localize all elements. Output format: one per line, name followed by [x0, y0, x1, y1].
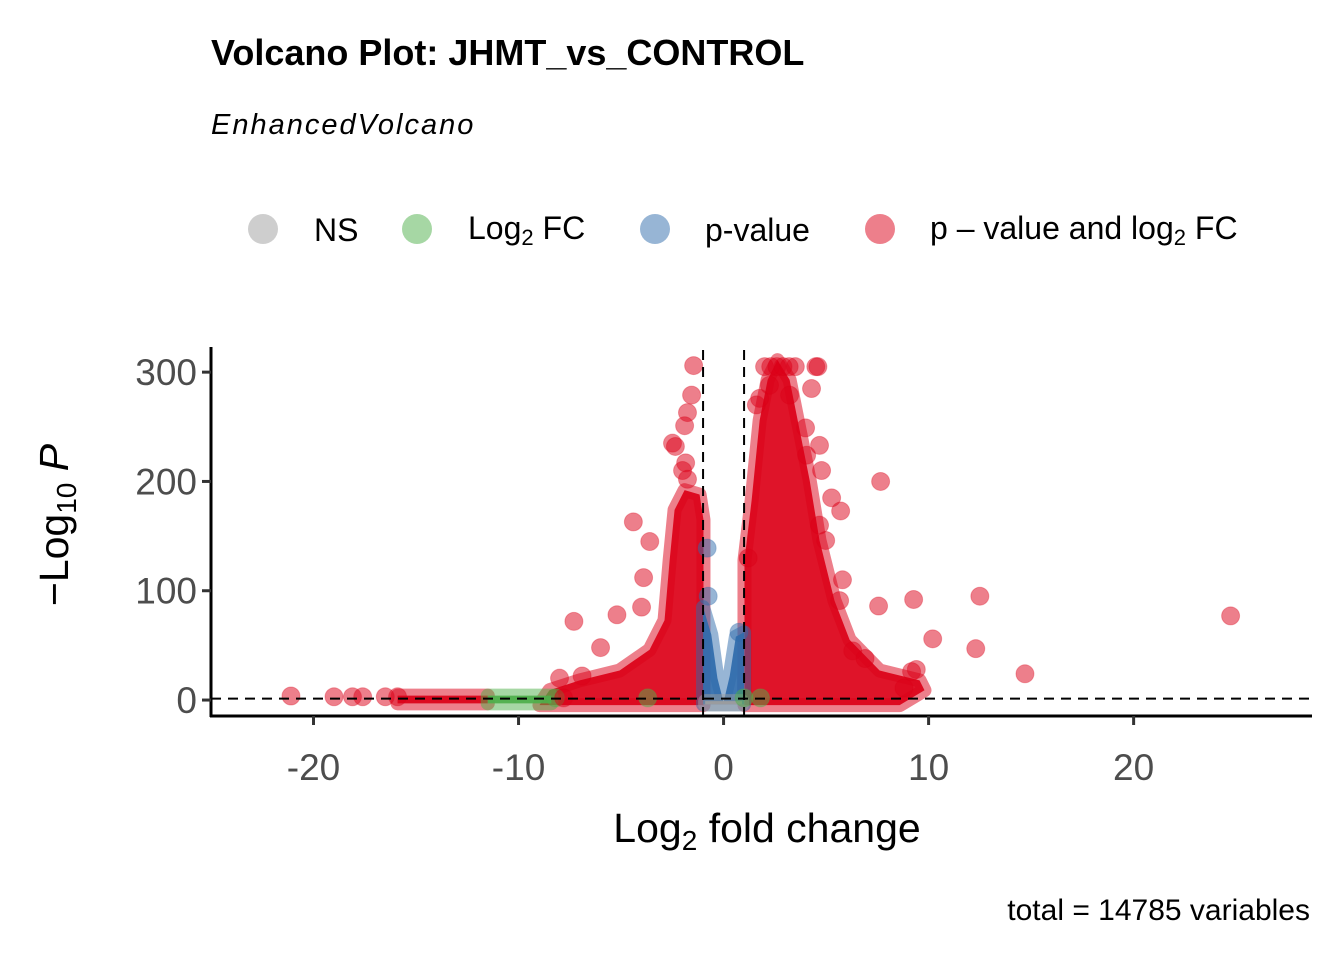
y-tick-label: 0: [176, 680, 197, 721]
data-point-pvalue-and-log2fc: [682, 385, 702, 405]
legend-label-pvalue: p-value: [705, 212, 810, 248]
legend-label-log2fc: Log2 FC: [468, 210, 585, 250]
legend-label-pvalue-and-log2fc: p – value and log2 FC: [930, 210, 1238, 250]
data-point-pvalue-and-log2fc: [810, 435, 830, 455]
data-point-pvalue: [697, 538, 717, 558]
data-point-pvalue-and-log2fc: [759, 375, 779, 395]
point-cloud-pvalue: [696, 600, 752, 712]
data-point-pvalue-and-log2fc: [831, 501, 851, 521]
x-tick-label: 10: [908, 747, 949, 788]
legend-label-ns: NS: [314, 212, 358, 248]
chart-subtitle: EnhancedVolcano: [211, 109, 475, 141]
data-point-pvalue-and-log2fc: [564, 611, 584, 631]
y-tick-label: 200: [135, 461, 197, 502]
data-point-pvalue-and-log2fc: [388, 687, 408, 707]
data-point-pvalue-and-log2fc: [591, 638, 611, 658]
data-point-pvalue-and-log2fc: [607, 605, 627, 625]
caption: total = 14785 variables: [1007, 894, 1310, 927]
data-point-pvalue-and-log2fc: [634, 568, 654, 588]
data-point-pvalue-and-log2fc: [353, 687, 373, 707]
data-point-pvalue-and-log2fc: [550, 668, 570, 688]
x-tick-label: 20: [1113, 747, 1154, 788]
x-tick-label: -10: [492, 747, 545, 788]
y-tick-label: 100: [135, 571, 197, 612]
data-point-pvalue-and-log2fc: [855, 649, 875, 669]
dense-point-clouds: [390, 353, 932, 713]
data-point-pvalue-and-log2fc: [830, 591, 850, 611]
data-point-pvalue-and-log2fc: [738, 548, 758, 568]
point-cloud-pvalue-and-log2fc: [737, 353, 932, 713]
data-point-pvalue-and-log2fc: [1221, 606, 1241, 626]
data-point-pvalue-and-log2fc: [684, 356, 704, 376]
data-point-pvalue-and-log2fc: [822, 488, 842, 508]
x-axis-label: Log2 fold change: [613, 805, 920, 856]
data-point-pvalue-and-log2fc: [780, 385, 800, 405]
data-point-pvalue-and-log2fc: [572, 666, 592, 686]
legend-marker-ns: [248, 214, 278, 244]
data-point-pvalue-and-log2fc: [816, 530, 836, 550]
data-point-pvalue-and-log2fc: [806, 357, 826, 377]
data-point-pvalue-and-log2fc: [640, 532, 660, 552]
data-point-pvalue-and-log2fc: [746, 395, 766, 415]
data-point-pvalue-and-log2fc: [970, 586, 990, 606]
data-point-pvalue-and-log2fc: [894, 678, 914, 698]
legend-marker-log2fc: [402, 214, 432, 244]
data-point-pvalue-and-log2fc: [665, 436, 685, 456]
data-point-pvalue-and-log2fc: [1015, 664, 1035, 684]
data-point-pvalue-and-log2fc: [904, 589, 924, 609]
data-point-pvalue-and-log2fc: [281, 686, 301, 706]
y-tick-label: 300: [135, 352, 197, 393]
data-point-pvalue-and-log2fc: [966, 639, 986, 659]
data-point-pvalue-and-log2fc: [785, 357, 805, 377]
data-point-pvalue-and-log2fc: [632, 597, 652, 617]
y-axis-label: −Log10 P: [31, 443, 82, 606]
data-point-pvalue-and-log2fc: [869, 596, 889, 616]
data-point-pvalue-and-log2fc: [902, 662, 922, 682]
data-point-pvalue-and-log2fc: [812, 461, 832, 481]
x-tick-label: -20: [287, 747, 340, 788]
data-point-pvalue-and-log2fc: [923, 629, 943, 649]
legend-marker-pvalue-and-log2fc: [865, 214, 895, 244]
data-point-pvalue-and-log2fc: [832, 570, 852, 590]
data-point-pvalue-and-log2fc: [802, 379, 822, 399]
legend-marker-pvalue: [640, 214, 670, 244]
data-point-pvalue-and-log2fc: [871, 471, 891, 491]
chart-title: Volcano Plot: JHMT_vs_CONTROL: [211, 32, 804, 73]
data-point-pvalue-and-log2fc: [623, 512, 643, 532]
cutoff-lines: [211, 350, 1312, 716]
data-point-pvalue-and-log2fc: [796, 418, 816, 438]
y-axis-ticks: 0 100 200 300: [135, 352, 211, 721]
x-tick-label: 0: [713, 747, 734, 788]
data-points: [281, 356, 1241, 708]
x-axis-ticks: -20 -10 0 10 20: [287, 716, 1154, 788]
data-point-pvalue-and-log2fc: [675, 416, 695, 436]
data-point-pvalue: [729, 622, 749, 642]
legend: NS Log2 FC p-value p – value and log2 FC: [248, 210, 1238, 250]
data-point-pvalue: [698, 586, 718, 606]
data-point-pvalue-and-log2fc: [324, 687, 344, 707]
data-point-pvalue-and-log2fc: [677, 469, 697, 489]
data-point-pvalue-and-log2fc: [797, 445, 817, 465]
